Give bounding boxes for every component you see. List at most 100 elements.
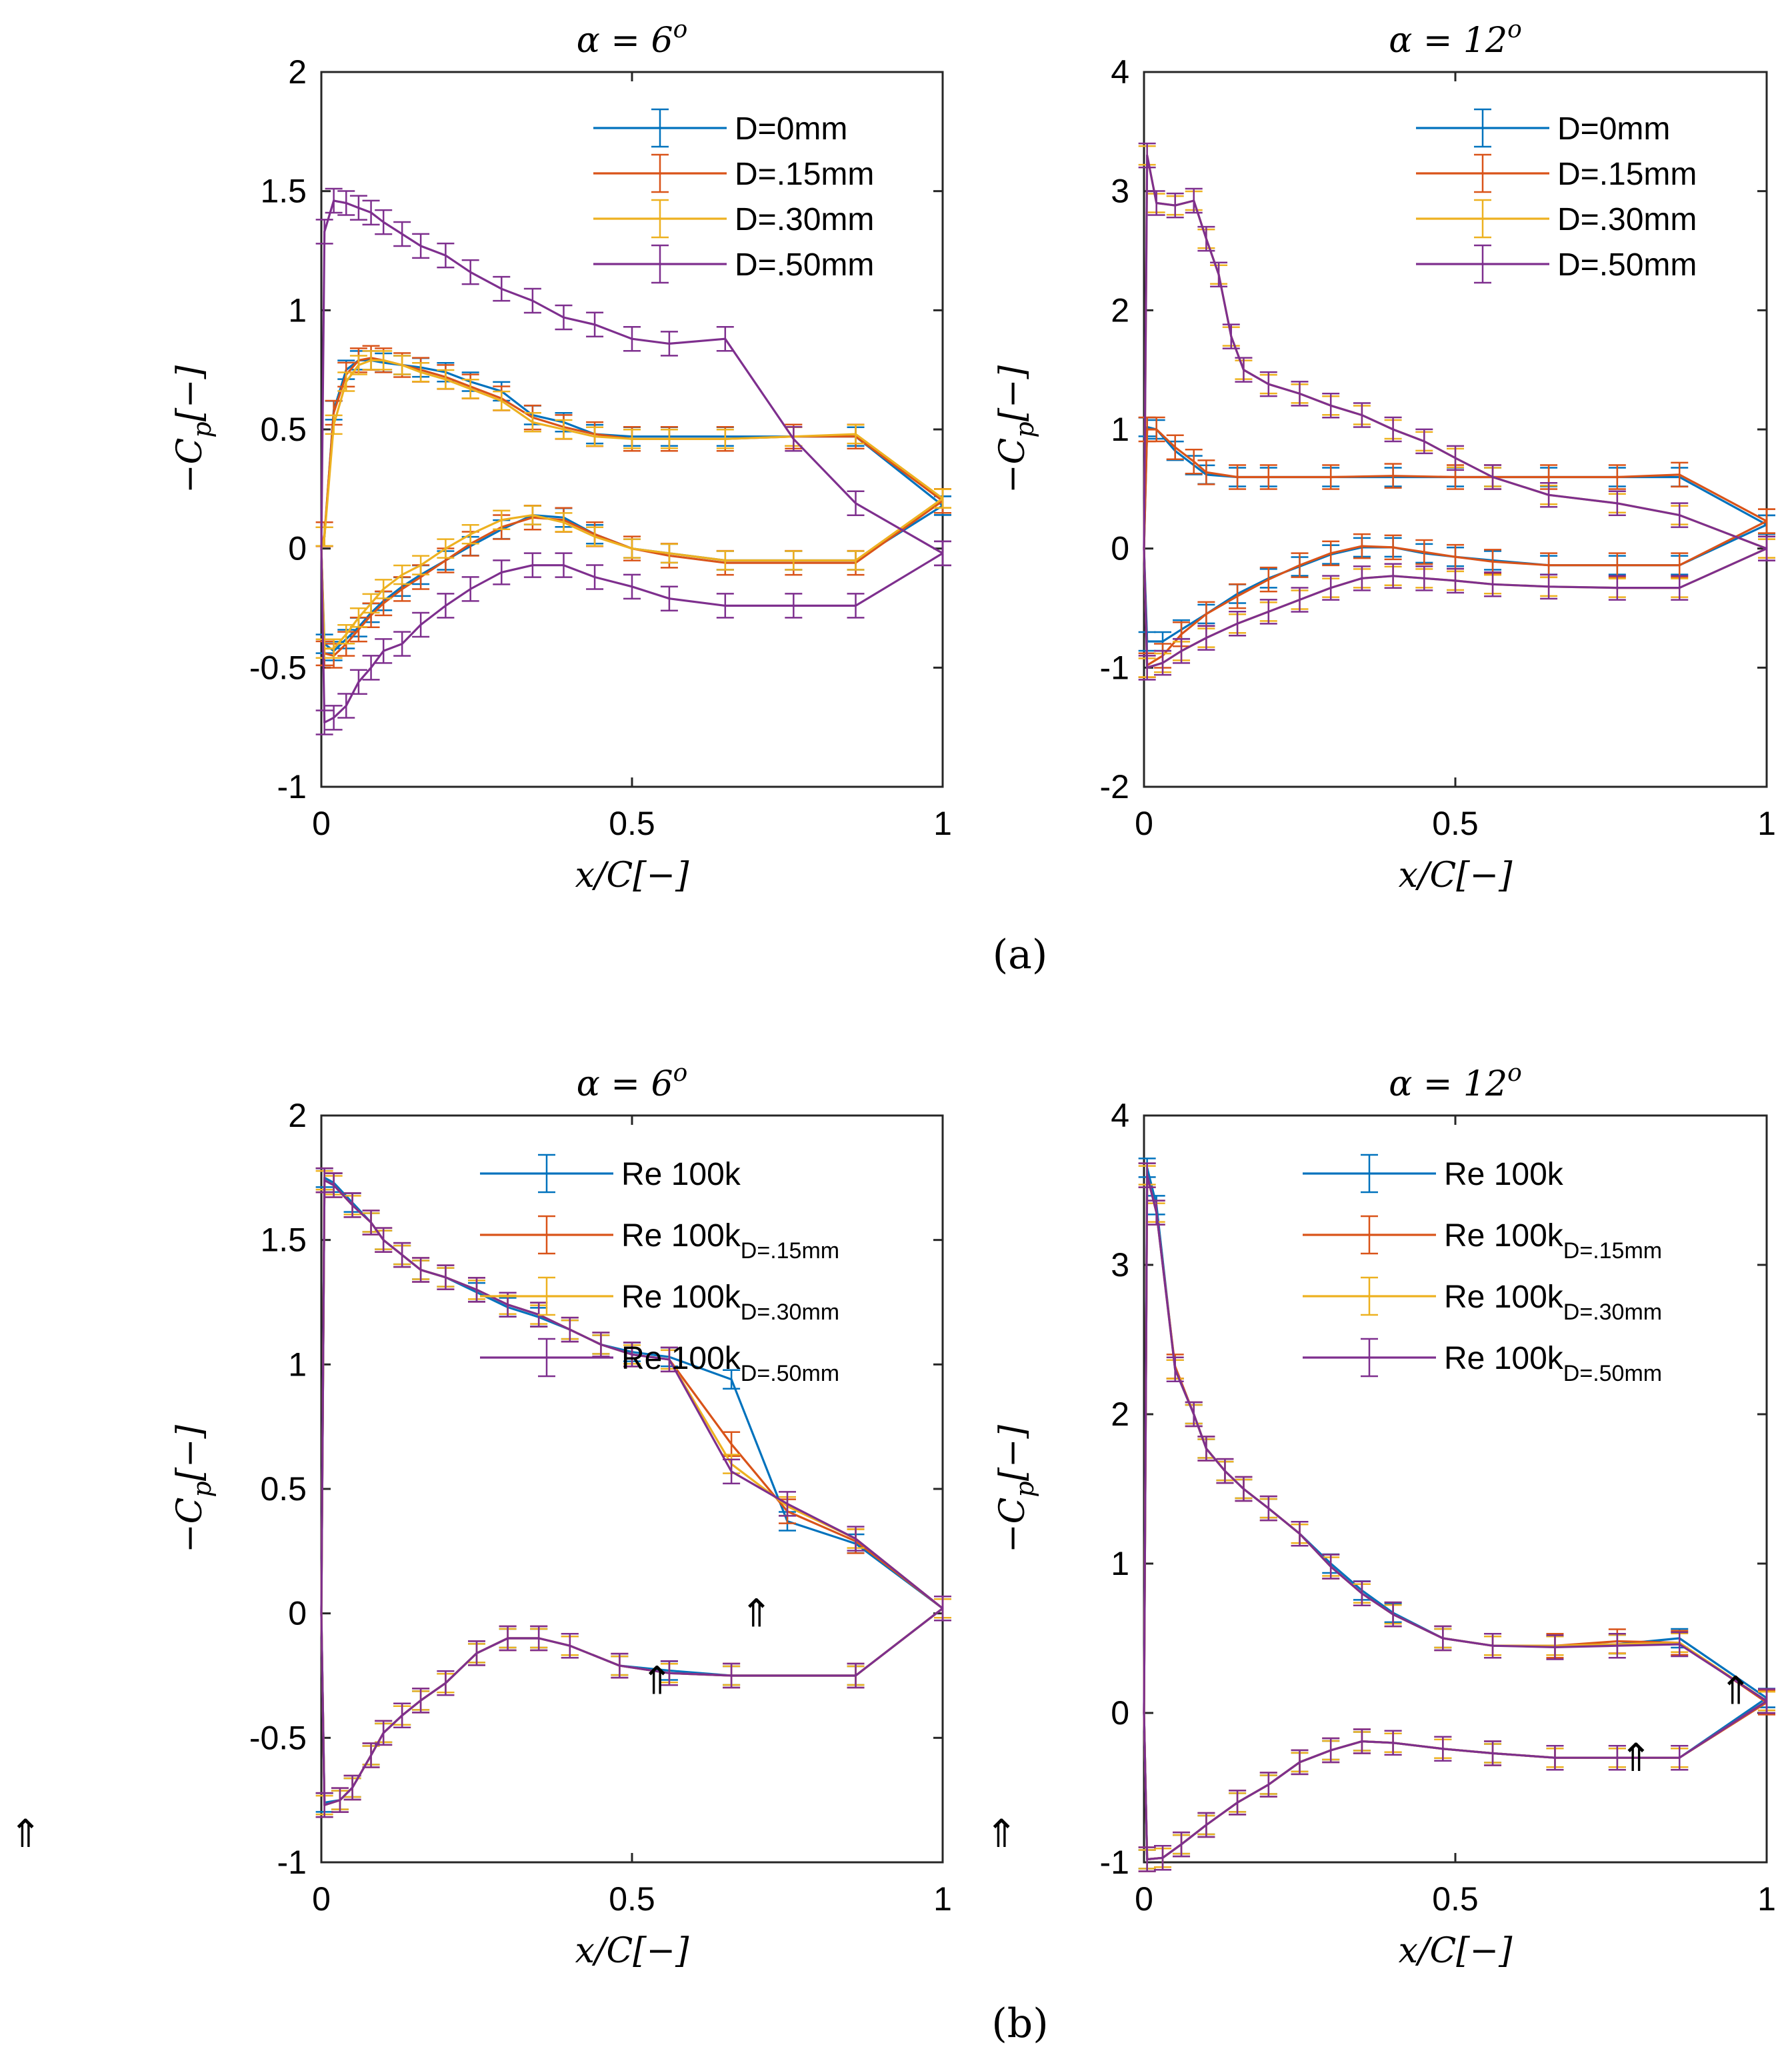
- data-point: [1491, 1752, 1494, 1754]
- data-point: [333, 1184, 335, 1187]
- legend-entry: D=.30mm: [1416, 199, 1697, 239]
- y-tick-label: 4: [1111, 53, 1129, 91]
- data-point: [1454, 475, 1457, 478]
- data-point: [1180, 633, 1183, 635]
- data-point: [323, 1179, 326, 1182]
- data-point: [941, 497, 944, 500]
- data-point: [1146, 666, 1149, 669]
- y-tick-label: 0.5: [260, 1470, 307, 1508]
- legend-entry: Re 100kD=.15mm: [480, 1215, 839, 1264]
- data-point: [1765, 547, 1768, 550]
- data-point: [1299, 392, 1301, 395]
- data-point: [1361, 414, 1363, 417]
- data-point: [370, 602, 373, 605]
- data-point: [370, 614, 373, 617]
- data-point: [855, 433, 857, 435]
- y-axis-label: −Cp[−]: [993, 1424, 1039, 1553]
- data-point: [1454, 555, 1457, 558]
- data-point: [382, 649, 385, 652]
- data-point: [333, 647, 335, 650]
- data-point: [323, 721, 326, 724]
- y-tick-label: -1: [277, 768, 307, 805]
- y-tick-label: -2: [1100, 768, 1129, 805]
- data-point: [469, 271, 472, 273]
- annotation-arrow: ⇑: [1620, 1735, 1653, 1780]
- x-tick-label: 0.5: [1432, 805, 1479, 842]
- chart-title: α = 6o: [577, 16, 688, 61]
- data-point: [941, 552, 944, 555]
- data-point: [569, 1328, 571, 1331]
- data-point: [507, 1637, 509, 1640]
- data-point: [1616, 587, 1619, 589]
- data-point: [792, 604, 795, 607]
- data-point: [1230, 335, 1233, 338]
- data-point: [1361, 1592, 1363, 1595]
- data-point: [668, 1358, 671, 1361]
- data-point: [419, 245, 422, 247]
- data-point: [1491, 1644, 1494, 1647]
- data-point: [599, 1343, 602, 1346]
- data-point: [1361, 545, 1363, 547]
- data-point: [1616, 1756, 1619, 1759]
- legend-entry: Re 100kD=.50mm: [480, 1338, 839, 1386]
- data-point: [1491, 475, 1494, 478]
- data-point: [1423, 577, 1425, 579]
- y-tick-label: -1: [277, 1844, 307, 1881]
- data-point: [724, 337, 727, 340]
- data-point: [792, 437, 795, 440]
- data-point: [357, 681, 360, 683]
- data-point: [1180, 649, 1183, 652]
- data-point: [401, 233, 403, 235]
- data-point: [419, 623, 422, 626]
- data-point: [469, 387, 472, 390]
- y-tick-label: -0.5: [249, 1719, 307, 1756]
- legend-entry: D=.50mm: [593, 244, 874, 284]
- data-point: [531, 564, 534, 567]
- chart-1: -1 -0.5 0 0.5 1 1.5 2 0 0.5 1 α = 6o x/C[−] −Cp[−] D=…: [170, 16, 952, 895]
- data-point: [593, 323, 596, 326]
- data-point: [1765, 1700, 1768, 1702]
- y-tick-label: 1: [1111, 1545, 1129, 1582]
- data-point: [1161, 661, 1164, 664]
- legend-label: D=0mm: [1557, 111, 1670, 147]
- data-point: [1205, 637, 1207, 639]
- data-point: [1616, 475, 1619, 478]
- data-point: [1329, 475, 1332, 478]
- data-point: [730, 1378, 733, 1381]
- data-point: [631, 337, 633, 340]
- y-tick-label: -1: [1100, 1844, 1129, 1881]
- data-point: [1678, 473, 1681, 476]
- data-point: [370, 1222, 373, 1224]
- data-point: [531, 299, 534, 302]
- data-point: [855, 1538, 857, 1540]
- data-point: [345, 381, 347, 383]
- data-point: [1491, 583, 1494, 585]
- data-point: [1223, 1470, 1226, 1472]
- y-axis-label: −Cp[−]: [170, 1424, 217, 1553]
- data-point: [668, 597, 671, 600]
- data-point: [724, 559, 727, 562]
- data-point: [1155, 202, 1158, 205]
- y-tick-label: 2: [1111, 1396, 1129, 1433]
- data-point: [401, 1714, 403, 1717]
- data-point: [333, 716, 335, 719]
- data-point: [357, 207, 360, 209]
- legend-entry: Re 100kD=.50mm: [1303, 1338, 1662, 1386]
- data-point: [724, 437, 727, 440]
- y-tick-label: 2: [288, 1097, 307, 1134]
- panel-label-a: (a): [993, 931, 1048, 978]
- data-point: [1454, 457, 1457, 459]
- y-tick-label: 0: [1111, 1694, 1129, 1732]
- data-point: [382, 587, 385, 590]
- data-point: [1267, 1784, 1270, 1786]
- data-point: [562, 316, 565, 319]
- y-tick-label: 1: [288, 291, 307, 329]
- series-line-lower: [1143, 547, 1767, 669]
- data-point: [631, 547, 633, 550]
- y-tick-label: 0: [1111, 530, 1129, 567]
- series-line-lower: [1143, 520, 1767, 667]
- y-tick-label: 1.5: [260, 173, 307, 210]
- data-point: [419, 1268, 422, 1271]
- y-axis-label: −Cp[−]: [170, 365, 217, 493]
- x-tick-label: 1: [933, 805, 952, 842]
